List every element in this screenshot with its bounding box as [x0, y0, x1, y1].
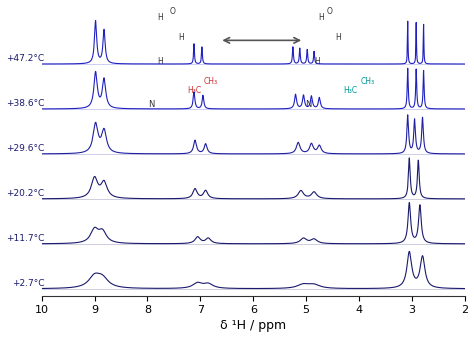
- Text: H₃C: H₃C: [187, 86, 201, 95]
- Text: CH₃: CH₃: [360, 77, 374, 86]
- Text: H₃C: H₃C: [344, 86, 358, 95]
- Text: H: H: [318, 13, 324, 22]
- Text: N: N: [148, 100, 155, 109]
- Text: +20.2°C: +20.2°C: [6, 189, 44, 198]
- Text: H: H: [335, 33, 341, 42]
- Text: CH₃: CH₃: [204, 77, 218, 86]
- Text: +11.7°C: +11.7°C: [6, 234, 44, 243]
- Text: H: H: [157, 56, 163, 66]
- Text: O: O: [327, 7, 332, 16]
- Text: H: H: [314, 56, 319, 66]
- Text: +47.2°C: +47.2°C: [6, 54, 44, 63]
- X-axis label: δ ¹H / ppm: δ ¹H / ppm: [220, 319, 286, 333]
- Text: +29.6°C: +29.6°C: [6, 144, 44, 153]
- Text: H: H: [157, 13, 163, 22]
- Text: +38.6°C: +38.6°C: [6, 99, 44, 108]
- Text: H: H: [178, 33, 184, 42]
- Text: +2.7°C: +2.7°C: [12, 279, 44, 288]
- Text: N: N: [305, 100, 311, 109]
- Text: O: O: [170, 7, 176, 16]
